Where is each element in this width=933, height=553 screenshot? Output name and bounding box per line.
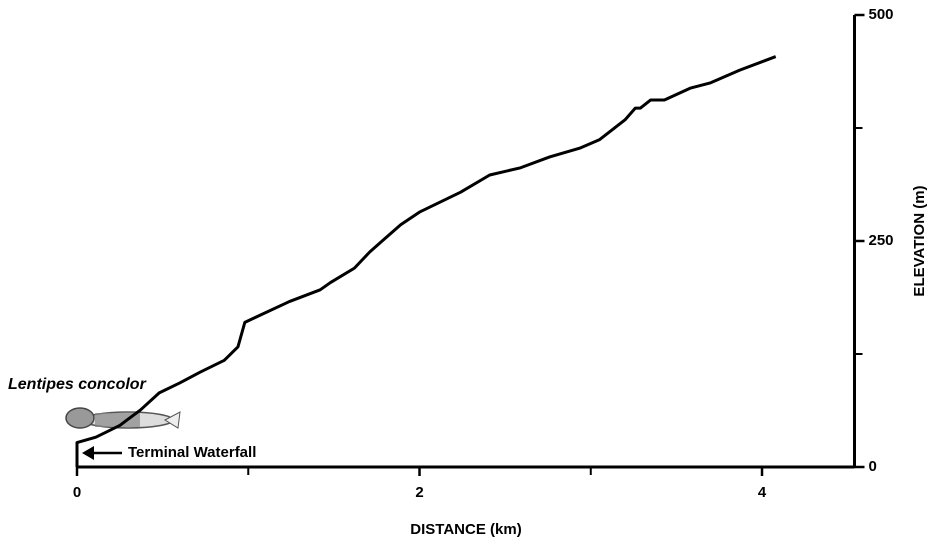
species-label: Lentipes concolor bbox=[8, 376, 147, 393]
arrow bbox=[82, 446, 122, 460]
x-tick-label: 0 bbox=[73, 484, 81, 501]
elevation-line bbox=[75, 55, 777, 467]
y-tick-label: 500 bbox=[869, 6, 894, 23]
x-tick-label: 2 bbox=[415, 484, 423, 501]
y-tick-label: 0 bbox=[869, 458, 877, 475]
fish-icon bbox=[65, 407, 181, 429]
y-tick-label: 250 bbox=[869, 232, 894, 249]
x-tick-label: 4 bbox=[758, 484, 767, 501]
y-axis-title: ELEVATION (m) bbox=[911, 185, 928, 296]
waterfall-label: Terminal Waterfall bbox=[128, 444, 256, 461]
x-axis-title: DISTANCE (km) bbox=[410, 521, 521, 538]
